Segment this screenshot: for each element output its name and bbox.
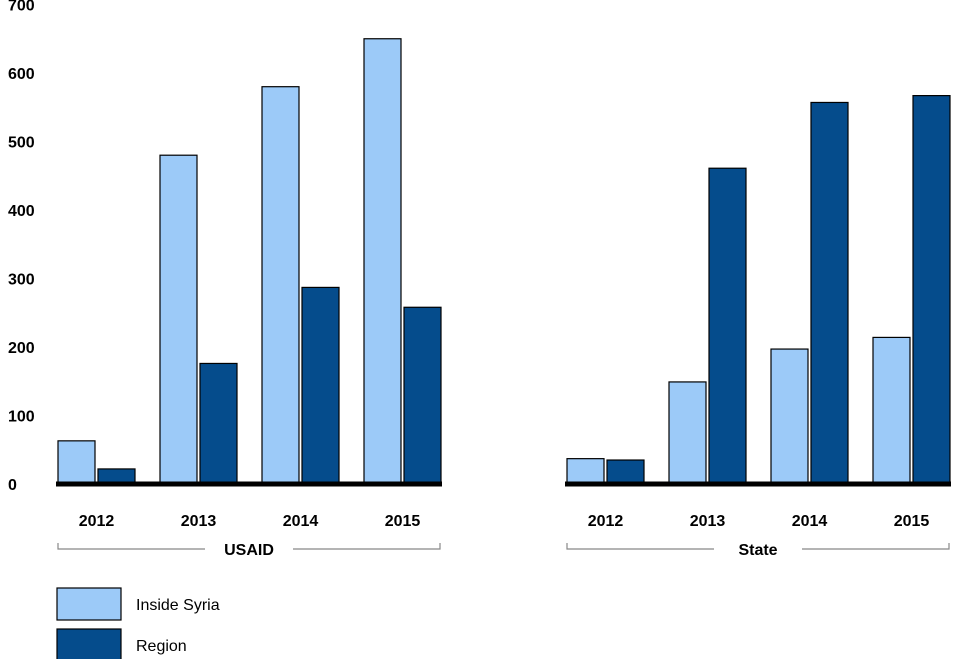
group-label: State xyxy=(738,542,777,559)
bar-region-2014 xyxy=(810,101,849,485)
bar-inside-syria-2013 xyxy=(668,381,707,485)
bar-inside-syria-2014 xyxy=(770,348,809,485)
bar-inside-syria-2015 xyxy=(872,336,911,485)
y-tick-label: 0 xyxy=(8,477,17,494)
bar-region-2014 xyxy=(301,286,340,485)
y-tick-label: 300 xyxy=(8,272,35,289)
legend-swatch-inside-syria xyxy=(56,587,122,621)
chart-panel-usaid: 2012 2013 2014 2015 USAID xyxy=(56,38,442,559)
y-tick-label: 200 xyxy=(8,340,35,357)
chart-panel-state: 2012 2013 2014 2015 State xyxy=(565,95,951,559)
legend-label: Region xyxy=(136,638,187,655)
x-tick-label: 2015 xyxy=(385,513,421,530)
x-tick-label: 2013 xyxy=(690,513,726,530)
y-tick-label: 500 xyxy=(8,135,35,152)
bar-inside-syria-2014 xyxy=(261,86,300,485)
bar-inside-syria-2012 xyxy=(57,440,96,485)
legend: Inside Syria Region xyxy=(56,587,220,662)
y-tick-label: 400 xyxy=(8,203,35,220)
bar-inside-syria-2013 xyxy=(159,154,198,485)
x-tick-label: 2012 xyxy=(588,513,624,530)
y-tick-label: 100 xyxy=(8,409,35,426)
x-tick-label: 2013 xyxy=(181,513,217,530)
x-tick-label: 2015 xyxy=(894,513,930,530)
bar-region-2015 xyxy=(403,306,442,485)
x-tick-label: 2014 xyxy=(792,513,828,530)
legend-swatch-region xyxy=(56,628,122,662)
bar-region-2013 xyxy=(708,167,747,485)
group-bracket xyxy=(57,543,441,550)
x-tick-label: 2014 xyxy=(283,513,319,530)
bar-inside-syria-2012 xyxy=(566,458,605,485)
legend-label: Inside Syria xyxy=(136,597,220,614)
bar-region-2013 xyxy=(199,362,238,485)
bar-region-2012 xyxy=(606,459,645,485)
chart-panels: 2012 2013 2014 2015 USAID 2012 2013 2014 2015 Sta… xyxy=(56,38,951,559)
y-tick-label: 700 xyxy=(8,0,35,15)
y-tick-label: 600 xyxy=(8,66,35,83)
bar-region-2015 xyxy=(912,95,951,485)
group-bracket xyxy=(566,543,950,550)
x-tick-label: 2012 xyxy=(79,513,115,530)
bar-inside-syria-2015 xyxy=(363,38,402,485)
group-label: USAID xyxy=(224,542,274,559)
y-axis: 0 100 200 300 400 500 600 700 xyxy=(8,0,35,494)
